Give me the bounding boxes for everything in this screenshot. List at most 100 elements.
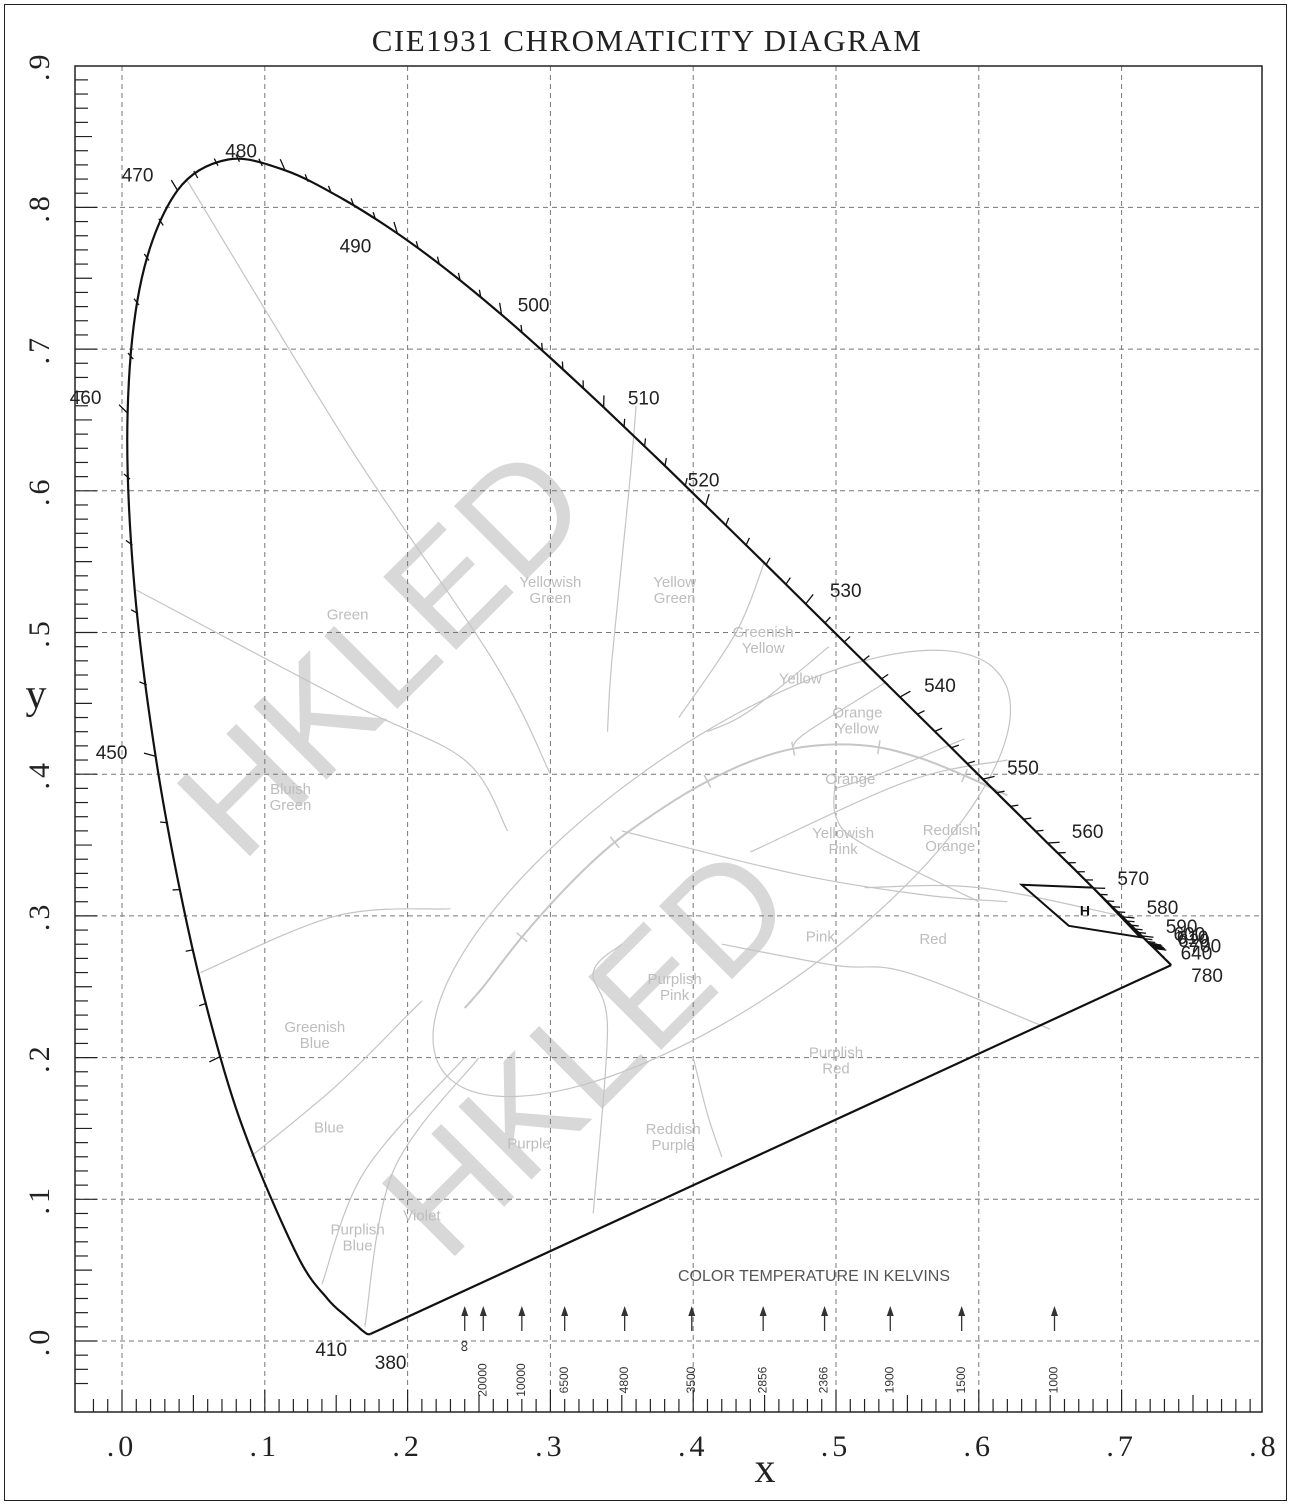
temperature-label: 2856	[755, 1366, 769, 1393]
color-region-label: Yellowish Pink	[812, 825, 874, 858]
wavelength-tick	[520, 324, 523, 333]
wavelength-label: 500	[518, 296, 550, 317]
y-axis-label: y	[26, 672, 47, 718]
color-region-label-line: Purplish	[648, 971, 702, 988]
watermark-text: HKLED	[145, 415, 617, 887]
region-boundary	[321, 1057, 466, 1285]
h-region: H	[1018, 883, 1143, 939]
wavelength-label: 600	[1174, 925, 1206, 946]
planckian-tick	[703, 774, 712, 788]
wavelength-tick	[951, 744, 960, 749]
wavelength-label: 480	[225, 141, 257, 162]
color-region-label-line: Greenish	[733, 624, 794, 641]
temperature-label: 1900	[882, 1366, 896, 1393]
wavelength-tick	[765, 557, 771, 566]
wavelength-tick	[213, 158, 219, 166]
x-tick-label: .6	[964, 1430, 995, 1463]
color-region-label-line: Blue	[314, 1120, 344, 1137]
wavelength-tick	[170, 179, 179, 191]
color-region-label-line: Red	[822, 1061, 850, 1078]
temperature-label: 3500	[684, 1366, 698, 1393]
wavelength-tick	[133, 298, 140, 306]
planckian-locus	[463, 740, 1008, 1009]
planckian-tick	[961, 768, 968, 783]
color-region-label-line: Yellow	[779, 671, 822, 688]
wavelength-label: 620	[1178, 931, 1210, 952]
x-axis-label: x	[755, 1446, 776, 1492]
color-region-label-line: Reddish	[646, 1121, 701, 1138]
wavelength-tick	[185, 949, 194, 952]
temperature-arrow-head	[518, 1306, 526, 1316]
y-tick-label: .6	[23, 476, 56, 507]
wavelength-label: 460	[70, 388, 102, 409]
color-region-label: Reddish Purple	[646, 1121, 701, 1154]
wavelength-tick	[279, 159, 286, 171]
wavelength-tick	[996, 790, 1005, 794]
wavelength-tick	[862, 655, 870, 662]
wavelength-tick	[193, 170, 199, 179]
wavelength-tick	[350, 198, 355, 207]
wavelength-tick	[372, 211, 377, 220]
color-region-label-line: Purplish	[809, 1045, 863, 1062]
color-region-label-line: Greenish	[284, 1019, 345, 1036]
wavelength-tick	[125, 539, 133, 546]
wavelength-tick	[1138, 931, 1147, 934]
x-tick-label: .4	[678, 1430, 709, 1463]
wavelength-tick	[1147, 940, 1156, 944]
x-tick-label: .3	[535, 1430, 566, 1463]
color-region-label: Purplish Pink	[648, 971, 702, 1004]
wavelength-tick	[1130, 924, 1139, 927]
wavelength-tick	[498, 302, 503, 315]
wavelength-tick	[118, 404, 129, 414]
wavelength-tick	[725, 517, 730, 526]
temperature-arrow-head	[461, 1306, 469, 1316]
region-boundary	[692, 1057, 723, 1157]
spectral-locus	[118, 154, 1172, 1336]
wavelength-tick	[785, 577, 791, 585]
wavelength-tick	[304, 174, 309, 183]
color-region-label-line: Orange	[832, 705, 882, 722]
wavelength-label: 610	[1177, 928, 1209, 949]
region-boundary	[621, 830, 1008, 903]
wavelength-tick	[393, 221, 399, 234]
color-region-label: Yellowish Green	[519, 574, 581, 607]
y-tick-label: .4	[23, 759, 56, 790]
planckian-locus-curve	[463, 743, 1008, 1009]
color-region-label: Pink	[806, 928, 836, 945]
color-region-label-line: Pink	[660, 987, 690, 1004]
color-region-label: Reddish Orange	[923, 822, 978, 855]
color-region-label: Violet	[403, 1208, 441, 1225]
color-region-label: Greenish Yellow	[733, 624, 794, 657]
temperature-label: ∞	[456, 1340, 473, 1351]
wavelength-label: 450	[96, 743, 128, 764]
wavelength-label: 380	[375, 1353, 407, 1374]
color-region-label-line: Pink	[829, 841, 859, 858]
region-boundary	[136, 589, 509, 832]
planckian-tick	[876, 740, 881, 755]
wavelength-label: 780	[1191, 966, 1223, 987]
region-boundary	[721, 943, 1051, 1030]
wavelength-tick	[966, 760, 975, 765]
region-boundary	[792, 681, 887, 747]
wavelength-tick	[143, 253, 150, 261]
wavelength-tick	[982, 775, 995, 780]
wavelength-tick	[1035, 829, 1044, 832]
chart-title: CIE1931 CHROMATICITY DIAGRAM	[372, 23, 923, 58]
wavelength-tick	[1047, 841, 1060, 844]
region-boundary	[592, 943, 623, 1214]
chart-frame	[4, 4, 1287, 1501]
wavelength-tick	[881, 673, 889, 680]
color-region-label: Orange	[825, 771, 875, 788]
wavelength-label: 640	[1181, 944, 1213, 965]
color-region-label-line: Violet	[403, 1208, 441, 1225]
wavelength-tick	[415, 241, 420, 250]
line-of-purples	[370, 964, 1172, 1335]
y-tick-label: .8	[23, 192, 56, 223]
wavelength-tick	[1154, 947, 1167, 951]
temperature-arrow-head	[759, 1306, 767, 1316]
wavelength-tick	[623, 418, 626, 427]
h-region-label: H	[1080, 903, 1090, 919]
color-region-label: Greenish Blue	[284, 1019, 345, 1052]
wavelength-tick	[805, 594, 814, 605]
